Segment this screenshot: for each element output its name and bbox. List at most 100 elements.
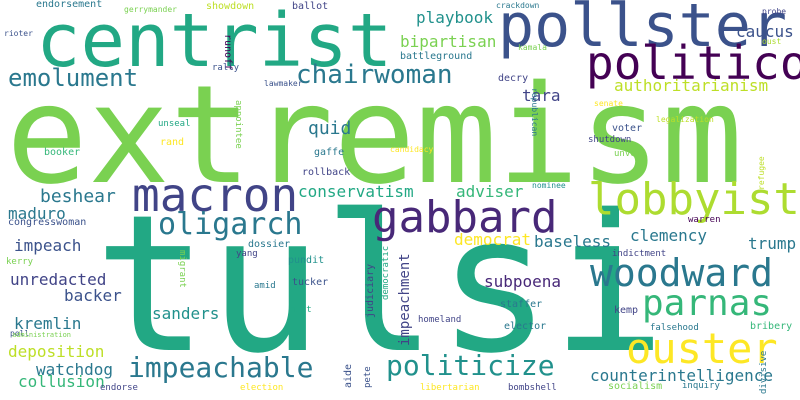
word-politico: politico	[586, 36, 800, 90]
word-chairwoman: chairwoman	[296, 60, 453, 90]
word-amid: amid	[254, 281, 276, 291]
word-probe: probe	[762, 7, 787, 16]
word-bombshell: bombshell	[508, 383, 557, 393]
word-baseless: baseless	[534, 232, 612, 251]
word-pollster: pollster	[498, 0, 787, 61]
word-dossier: dossier	[248, 239, 291, 250]
word-administration: administration	[12, 331, 72, 339]
word-impeachment: impeachment	[397, 253, 413, 346]
word-candidacy: candidacy	[390, 145, 434, 154]
word-libertarian: libertarian	[420, 383, 480, 393]
word-rollback: rollback	[302, 167, 351, 178]
word-subpoena: subpoena	[484, 272, 562, 291]
word-impeachable: impeachable	[128, 351, 314, 384]
word-divisive: divisive	[759, 350, 769, 394]
word-bribery: bribery	[750, 321, 793, 332]
word-caucus: caucus	[736, 22, 794, 41]
word-tulsi: tulsi	[94, 174, 666, 395]
word-appointee: appointee	[233, 100, 243, 149]
word-refugee: refugee	[757, 156, 766, 190]
word-sanders: sanders	[152, 304, 220, 323]
word-beshear: beshear	[40, 186, 116, 207]
word-deposition: deposition	[8, 342, 105, 361]
word-shutdown: shutdown	[588, 135, 632, 145]
word-conservatism: conservatism	[298, 182, 414, 201]
word-pundit: pundit	[288, 255, 325, 266]
word-legalization: legalization	[656, 115, 714, 124]
word-kerry: kerry	[6, 257, 34, 267]
word-ballot: ballot	[292, 1, 329, 12]
word-kremlin: kremlin	[14, 314, 82, 333]
word-nominee: nominee	[532, 181, 566, 190]
word-clemency: clemency	[630, 226, 708, 245]
word-indictment: indictment	[612, 249, 667, 259]
word-rally: rally	[212, 63, 240, 73]
word-senate: senate	[594, 99, 623, 108]
word-elector: elector	[504, 321, 547, 332]
word-unveil: unveil	[614, 149, 647, 159]
word-unredacted: unredacted	[10, 270, 107, 289]
word-booker: booker	[44, 147, 81, 158]
word-watchdog: watchdog	[36, 360, 114, 379]
word-backer: backer	[64, 286, 122, 305]
word-aide: aide	[343, 363, 354, 388]
word-macron: macron	[132, 168, 299, 222]
word-mitt: mitt	[290, 305, 312, 315]
word-bipartisan: bipartisan	[400, 32, 497, 51]
word-migrant: migrant	[177, 250, 187, 288]
word-democrat: democrat	[454, 230, 532, 249]
word-maduro: maduro	[8, 204, 66, 223]
word-emolument: emolument	[8, 64, 139, 92]
word-endorsement: endorsement	[36, 0, 103, 10]
word-centrist: centrist	[36, 0, 393, 84]
word-judiciary: judiciary	[365, 263, 376, 318]
word-playbook: playbook	[416, 8, 494, 27]
word-endorse: endorse	[100, 383, 138, 393]
word-voter: voter	[612, 123, 643, 134]
word-trump: trump	[748, 234, 797, 253]
word-falsehood: falsehood	[650, 323, 699, 333]
word-showdown: showdown	[206, 1, 255, 12]
word-ouster: ouster	[626, 324, 778, 373]
word-parnas: parnas	[642, 283, 773, 324]
word-rioter: rioter	[4, 29, 33, 38]
word-gaffe: gaffe	[314, 147, 345, 158]
word-gerrymander: gerrymander	[124, 5, 177, 14]
word-tara: tara	[522, 86, 561, 105]
word-adviser: adviser	[456, 182, 524, 201]
word-quid: quid	[308, 118, 352, 139]
word-oust: oust	[762, 37, 782, 46]
word-tucker: tucker	[292, 277, 329, 288]
word-gabbard: gabbard	[372, 192, 558, 243]
word-oligarch: oligarch	[158, 207, 303, 242]
word-battleground: battleground	[400, 51, 473, 62]
word-counterintelligence: counterintelligence	[590, 366, 774, 385]
word-unseal: unseal	[158, 119, 191, 129]
word-poll: poll	[10, 329, 30, 338]
word-extremism: extremism	[6, 57, 743, 215]
word-pete: pete	[363, 366, 373, 388]
word-democratic: democratic	[381, 245, 391, 300]
word-election: election	[240, 383, 284, 393]
word-staffer: staffer	[500, 299, 543, 310]
word-republican: republican	[530, 88, 539, 137]
word-kamala: kamala	[518, 43, 547, 52]
word-yang: yang	[236, 249, 258, 259]
word-socialism: socialism	[608, 381, 663, 392]
word-authoritarianism: authoritarianism	[614, 76, 769, 95]
word-decry: decry	[498, 73, 529, 84]
word-woodward: woodward	[590, 251, 774, 295]
word-lawmaker: lawmaker	[264, 79, 303, 88]
word-warren: warren	[688, 215, 721, 225]
word-crackdown: crackdown	[496, 1, 540, 10]
word-lobbyist: lobbyist	[588, 174, 800, 225]
word-homeland: homeland	[418, 315, 462, 325]
word-congresswoman: congresswoman	[8, 217, 87, 228]
word-rand: rand	[160, 137, 185, 148]
word-collusion: collusion	[18, 372, 105, 391]
word-politicize: politicize	[386, 349, 555, 382]
word-inquiry: inquiry	[682, 381, 720, 391]
word-impeach: impeach	[14, 236, 82, 255]
word-kemp: kemp	[614, 305, 639, 316]
